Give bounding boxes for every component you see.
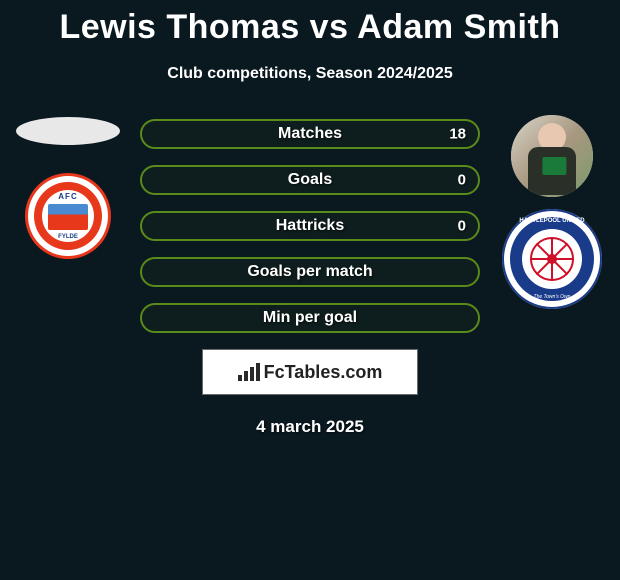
stat-right-value: 18	[449, 126, 466, 143]
date-text: 4 march 2025	[0, 417, 620, 437]
stat-label: Matches	[278, 125, 342, 143]
stats-table: Matches 18 Goals 0 Hattricks 0 Goals per…	[140, 115, 480, 333]
comparison-content: AFC FYLDE HARTLEPOOL UNITED The Town's O…	[0, 115, 620, 437]
stat-row: Goals per match	[140, 257, 480, 287]
stat-right-value: 0	[458, 218, 466, 235]
stat-label: Goals per match	[247, 263, 372, 281]
stat-row: Hattricks 0	[140, 211, 480, 241]
right-crest-top-text: HARTLEPOOL UNITED	[519, 218, 584, 224]
stat-right-value: 0	[458, 172, 466, 189]
stat-row: Min per goal	[140, 303, 480, 333]
subtitle: Club competitions, Season 2024/2025	[0, 65, 620, 83]
right-crest-bottom-text: The Town's Own	[534, 294, 571, 300]
right-club-crest: HARTLEPOOL UNITED The Town's Own	[502, 209, 602, 309]
left-crest-bottom-text: FYLDE	[58, 234, 78, 240]
stat-label: Goals	[288, 171, 332, 189]
right-player-column: HARTLEPOOL UNITED The Town's Own	[492, 115, 612, 309]
stat-row: Matches 18	[140, 119, 480, 149]
left-player-column: AFC FYLDE	[8, 115, 128, 259]
page-title: Lewis Thomas vs Adam Smith	[0, 0, 620, 47]
right-player-photo	[511, 115, 593, 197]
chart-icon	[238, 363, 260, 381]
stat-label: Min per goal	[263, 309, 357, 327]
left-player-photo	[16, 117, 120, 145]
brand-watermark: FcTables.com	[202, 349, 418, 395]
brand-text: FcTables.com	[264, 362, 383, 383]
left-club-crest: AFC FYLDE	[25, 173, 111, 259]
left-crest-top-text: AFC	[58, 192, 77, 201]
stat-label: Hattricks	[276, 217, 344, 235]
stat-row: Goals 0	[140, 165, 480, 195]
